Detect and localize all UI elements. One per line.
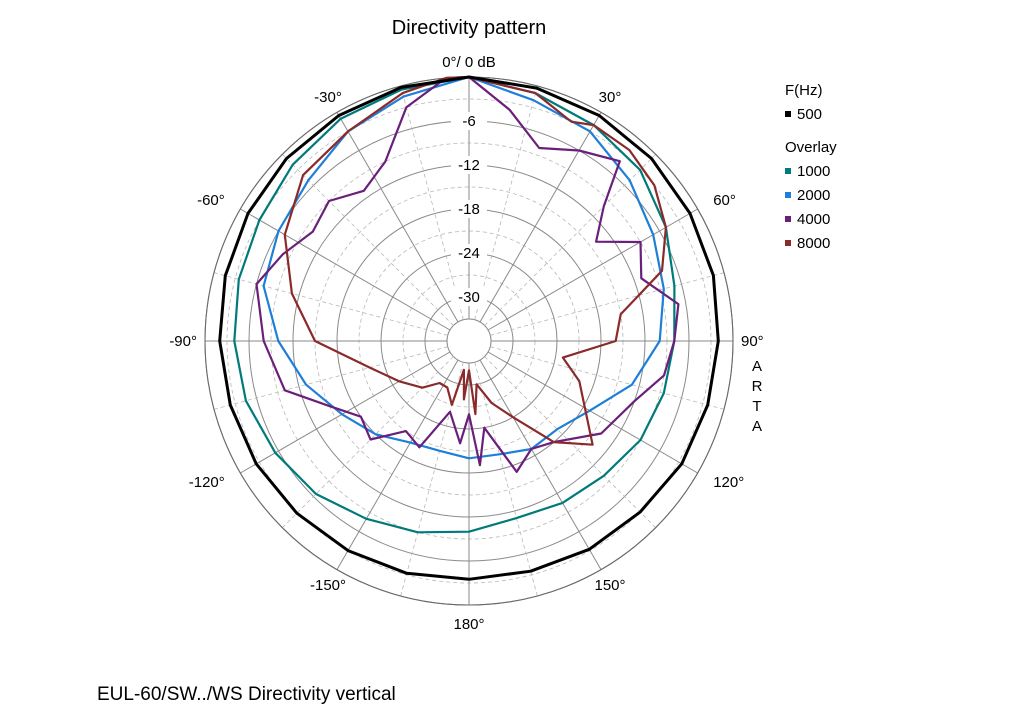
angle-tick-label: 120° <box>713 474 744 491</box>
legend-swatch-500 <box>785 111 791 117</box>
grid-spoke <box>479 112 602 323</box>
radial-tick-labels: -6 -12 -18 -24 -30 <box>451 112 487 306</box>
legend-label-8000: 8000 <box>797 235 830 252</box>
radial-tick-label: -6 <box>462 113 475 130</box>
radial-tick-bg <box>451 156 487 174</box>
grid-spoke <box>479 359 602 570</box>
legend-label-500: 500 <box>797 106 822 123</box>
radial-tick-label: -24 <box>458 245 480 262</box>
legend-swatch-8000 <box>785 240 791 246</box>
radial-tick-label: -30 <box>458 289 480 306</box>
grid-spoke <box>213 272 448 336</box>
angle-tick-label: -90° <box>169 333 197 350</box>
legend-swatch-2000 <box>785 192 791 198</box>
chart-title: Directivity pattern <box>392 17 547 39</box>
series-line-2000 <box>262 75 665 460</box>
legend-label-1000: 1000 <box>797 163 830 180</box>
angle-tick-label: 180° <box>453 616 484 633</box>
angle-tick-label: -60° <box>197 192 225 209</box>
radial-tick-bg <box>451 288 487 306</box>
series-line-8000 <box>283 75 668 446</box>
grid-spoke <box>400 85 464 320</box>
watermark-letter: A <box>752 418 762 435</box>
angle-tick-label: 150° <box>594 577 625 594</box>
watermark-letter: A <box>752 358 762 375</box>
grid-spoke <box>487 351 698 474</box>
angle-tick-label: 90° <box>741 333 764 350</box>
legend-header: F(Hz) <box>785 82 823 99</box>
grid-spoke <box>282 356 454 528</box>
series-line-500 <box>218 75 720 581</box>
legend-swatch-4000 <box>785 216 791 222</box>
angle-tick-label: 60° <box>713 192 736 209</box>
legend-label-4000: 4000 <box>797 211 830 228</box>
watermark-letter: R <box>752 378 763 395</box>
grid-spoke <box>336 359 459 570</box>
grid-spoke <box>213 346 448 410</box>
angle-tick-labels: 30° 60° 90° 120° 150° 180° -150° -120° -90° -60° -… <box>169 89 763 633</box>
grid-inner-circle <box>446 318 492 364</box>
grid-spoke <box>474 362 538 597</box>
watermark-letter: T <box>752 398 761 415</box>
legend-swatch-1000 <box>785 168 791 174</box>
top-label: 0°/ 0 dB <box>442 54 496 71</box>
grid-spoke <box>484 154 656 326</box>
angle-tick-label: -30° <box>314 89 342 106</box>
grid-spoke <box>240 208 451 331</box>
legend: F(Hz) 500 Overlay 1000 2000 4000 8000 <box>785 82 837 252</box>
angle-tick-label: -120° <box>189 474 225 491</box>
radial-tick-bg <box>451 112 487 130</box>
grid-spoke <box>336 112 459 323</box>
series-line-4000 <box>255 75 680 473</box>
grid-spoke <box>487 208 698 331</box>
figure-caption: EUL-60/SW../WS Directivity vertical <box>97 684 396 705</box>
grid-spoke <box>490 346 725 410</box>
angle-tick-label: 30° <box>599 89 622 106</box>
series-lines <box>218 75 720 581</box>
legend-overlay-header: Overlay <box>785 139 837 156</box>
radial-tick-label: -12 <box>458 157 480 174</box>
radial-tick-bg <box>451 244 487 262</box>
grid-spoke <box>474 85 538 320</box>
angle-tick-label: -150° <box>310 577 346 594</box>
radial-tick-bg <box>451 200 487 218</box>
grid-spoke <box>282 154 454 326</box>
grid-spoke <box>400 362 464 597</box>
grid-spoke <box>490 272 725 336</box>
radial-tick-label: -18 <box>458 201 480 218</box>
legend-label-2000: 2000 <box>797 187 830 204</box>
